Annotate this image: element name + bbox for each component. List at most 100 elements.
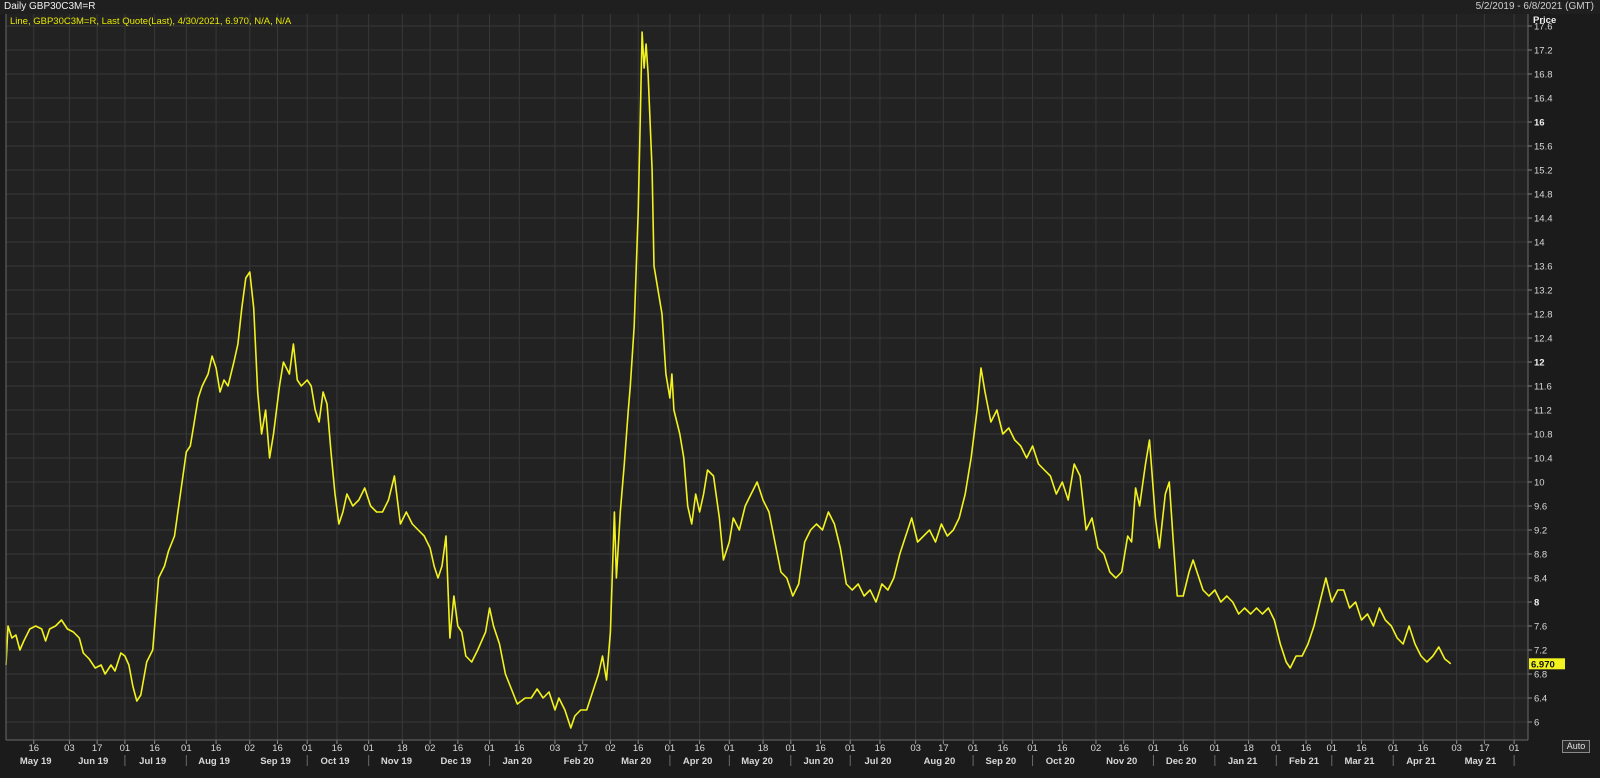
x-tick-label: 16 — [211, 743, 222, 754]
chart-title: Daily GBP30C3M=R — [4, 1, 96, 12]
y-tick-label: 12.8 — [1534, 310, 1553, 321]
x-tick-label: 03 — [1451, 743, 1462, 754]
x-month-label: Jul 20 — [865, 756, 892, 767]
y-tick-label: 17.2 — [1534, 46, 1553, 57]
x-tick-label: 17 — [92, 743, 103, 754]
x-tick-label: 17 — [938, 743, 949, 754]
x-tick-label: 16 — [514, 743, 525, 754]
x-tick-label: 01 — [665, 743, 676, 754]
x-tick-label: 18 — [1243, 743, 1254, 754]
x-tick-label: 01 — [968, 743, 979, 754]
y-tick-label: 12 — [1534, 358, 1545, 369]
x-month-label: Apr 21 — [1406, 756, 1436, 767]
x-tick-label: 16 — [272, 743, 283, 754]
date-range: 5/2/2019 - 6/8/2021 (GMT) — [1475, 1, 1594, 12]
y-axis-ticks: 17.6 17.2 16.8 16.4 16 15.6 15.2 14.8 14.4 14 13.6… — [1528, 22, 1553, 729]
x-tick-label: 02 — [425, 743, 436, 754]
x-month-label: Oct 20 — [1046, 756, 1075, 767]
y-tick-label: 13.6 — [1534, 262, 1553, 273]
y-tick-label: 10.4 — [1534, 454, 1553, 465]
y-tick-label: 11.2 — [1534, 406, 1552, 417]
x-axis-ticks: 16 03 17 01 16 01 16 02 16 01 16 01 18 02 16 01 16 03 17 02… — [20, 740, 1520, 767]
x-tick-label: 01 — [724, 743, 735, 754]
series-legend[interactable]: Line, GBP30C3M=R, Last Quote(Last), 4/30… — [10, 16, 292, 27]
y-tick-label: 16 — [1534, 118, 1545, 129]
x-month-label: Mar 20 — [621, 756, 651, 767]
x-month-label: Jun 20 — [803, 756, 833, 767]
y-tick-label: 9.6 — [1534, 502, 1547, 513]
x-tick-label: 01 — [1027, 743, 1038, 754]
x-tick-label: 17 — [577, 743, 588, 754]
x-month-label: Feb 21 — [1289, 756, 1320, 767]
x-tick-label: 01 — [302, 743, 313, 754]
x-tick-label: 16 — [1118, 743, 1129, 754]
x-tick-label: 02 — [1091, 743, 1102, 754]
x-tick-label: 18 — [758, 743, 769, 754]
x-tick-label: 16 — [1356, 743, 1367, 754]
x-tick-label: 01 — [1210, 743, 1221, 754]
x-month-label: Sep 19 — [260, 756, 291, 767]
x-tick-label: 01 — [1388, 743, 1399, 754]
y-tick-label: 7.2 — [1534, 646, 1547, 657]
x-month-label: Jun 19 — [78, 756, 108, 767]
x-tick-label: 16 — [998, 743, 1009, 754]
x-tick-label: 16 — [28, 743, 39, 754]
x-tick-label: 16 — [694, 743, 705, 754]
x-tick-label: 16 — [1301, 743, 1312, 754]
x-tick-label: 16 — [633, 743, 644, 754]
series-line[interactable] — [5, 31, 1452, 729]
y-tick-label: 9.2 — [1534, 526, 1547, 537]
x-month-label: Jan 20 — [503, 756, 533, 767]
x-tick-label: 03 — [550, 743, 561, 754]
y-tick-label: 16.8 — [1534, 70, 1553, 81]
y-tick-label: 14 — [1534, 238, 1545, 249]
price-axis-title: Price — [1533, 15, 1556, 26]
chart-title-bar: Daily GBP30C3M=R 5/2/2019 - 6/8/2021 (GM… — [0, 0, 1600, 14]
x-month-label: Oct 19 — [320, 756, 349, 767]
x-month-label: Nov 19 — [381, 756, 412, 767]
x-tick-label: 18 — [397, 743, 408, 754]
y-tick-label: 10 — [1534, 478, 1545, 489]
x-tick-label: 16 — [1057, 743, 1068, 754]
y-tick-label: 15.2 — [1534, 166, 1553, 177]
x-tick-label: 16 — [332, 743, 343, 754]
x-tick-label: 16 — [815, 743, 826, 754]
y-tick-label: 12.4 — [1534, 334, 1553, 345]
x-tick-label: 01 — [1509, 743, 1520, 754]
x-month-label: Apr 20 — [683, 756, 713, 767]
y-tick-label: 6 — [1534, 718, 1539, 729]
grid-lines — [6, 14, 1528, 740]
y-tick-label: 6.4 — [1534, 694, 1547, 705]
x-tick-label: 01 — [363, 743, 374, 754]
y-tick-label: 10.8 — [1534, 430, 1553, 441]
x-tick-label: 03 — [64, 743, 75, 754]
x-tick-label: 01 — [484, 743, 495, 754]
x-tick-label: 02 — [605, 743, 616, 754]
y-tick-label: 16.4 — [1534, 94, 1553, 105]
y-tick-label: 15.6 — [1534, 142, 1553, 153]
series-layer — [5, 31, 1452, 729]
x-month-label: May 20 — [741, 756, 773, 767]
x-month-label: Jul 19 — [139, 756, 166, 767]
x-month-label: May 19 — [20, 756, 52, 767]
x-month-label: Sep 20 — [986, 756, 1017, 767]
x-tick-label: 01 — [1148, 743, 1159, 754]
x-tick-label: 01 — [120, 743, 131, 754]
x-month-label: Aug 19 — [198, 756, 230, 767]
x-tick-label: 01 — [785, 743, 796, 754]
x-month-label: Dec 20 — [1166, 756, 1197, 767]
auto-scale-button[interactable]: Auto — [1562, 740, 1590, 753]
x-tick-label: 17 — [1479, 743, 1490, 754]
x-tick-label: 01 — [181, 743, 192, 754]
last-value-box — [1529, 658, 1565, 670]
y-tick-label: 6.8 — [1534, 670, 1547, 681]
x-month-label: Mar 21 — [1344, 756, 1375, 767]
x-tick-label: 03 — [910, 743, 921, 754]
plot-area — [6, 14, 1528, 740]
x-tick-label: 01 — [845, 743, 856, 754]
x-month-label: Aug 20 — [924, 756, 956, 767]
x-month-label: Dec 19 — [441, 756, 472, 767]
y-tick-label: 14.4 — [1534, 214, 1553, 225]
x-tick-label: 16 — [149, 743, 160, 754]
